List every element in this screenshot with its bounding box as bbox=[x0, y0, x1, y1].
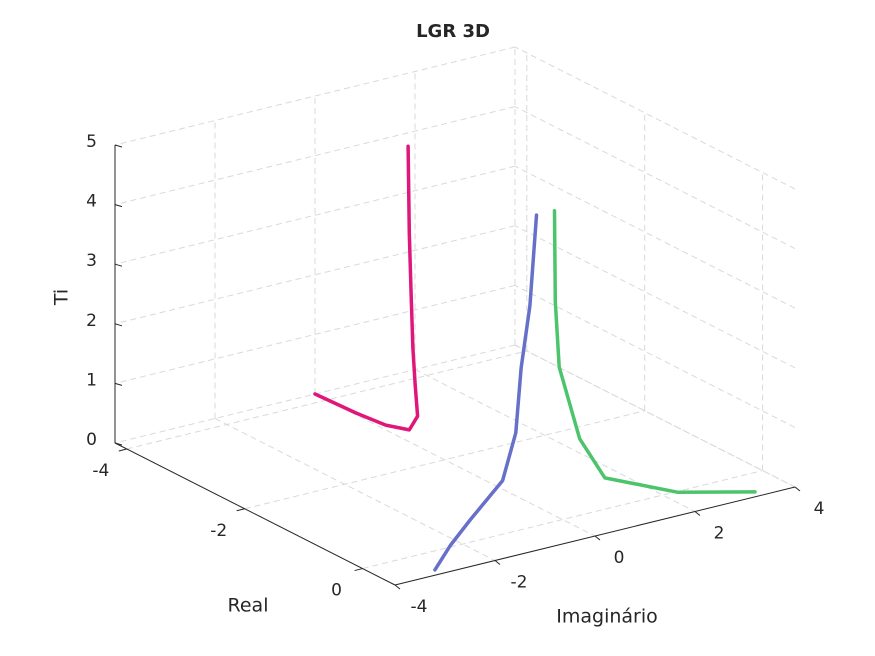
grid-line bbox=[114, 46, 516, 146]
z-tick bbox=[114, 263, 123, 267]
grid-line bbox=[514, 46, 796, 190]
y-tick bbox=[394, 584, 401, 590]
y-tick-label: -2 bbox=[511, 573, 528, 593]
z-tick-label: 3 bbox=[86, 251, 97, 271]
x-tick bbox=[118, 448, 127, 452]
z-tick-label: 2 bbox=[86, 311, 97, 331]
grid-line bbox=[362, 470, 763, 570]
series-line bbox=[552, 208, 757, 494]
x-axis bbox=[114, 442, 396, 586]
z-tick-label: 1 bbox=[86, 370, 97, 390]
grid-line bbox=[414, 369, 696, 512]
y-tick-label: 2 bbox=[714, 524, 725, 544]
grid-line bbox=[114, 165, 516, 265]
z-tick bbox=[114, 144, 123, 148]
grid-line bbox=[314, 393, 596, 537]
grid-line bbox=[114, 225, 516, 325]
z-tick-label: 0 bbox=[86, 430, 97, 450]
grid-line bbox=[514, 284, 796, 428]
x-tick bbox=[354, 568, 363, 572]
grid-line bbox=[214, 418, 496, 561]
y-tick-label: 0 bbox=[614, 548, 625, 568]
z-axis-label: Ti bbox=[51, 289, 73, 306]
y-tick bbox=[594, 535, 601, 541]
x-axis-label: Real bbox=[228, 595, 269, 617]
x-tick-label: -2 bbox=[210, 521, 227, 541]
z-tick bbox=[114, 442, 123, 446]
series-line bbox=[433, 213, 539, 572]
chart-title: LGR 3D bbox=[416, 21, 490, 42]
grid-line bbox=[514, 106, 796, 250]
z-tick-label: 5 bbox=[86, 132, 97, 152]
y-tick bbox=[794, 486, 801, 492]
z-tick bbox=[114, 382, 123, 386]
z-tick bbox=[114, 323, 123, 327]
z-tick bbox=[114, 204, 123, 208]
grid-line bbox=[514, 165, 796, 309]
y-tick-label: -4 bbox=[411, 597, 428, 617]
grid-line bbox=[114, 106, 516, 206]
y-tick bbox=[494, 560, 501, 565]
x-tick bbox=[236, 508, 245, 512]
y-tick bbox=[694, 511, 701, 516]
y-axis-label: Imaginário bbox=[556, 606, 658, 628]
x-tick-label: -4 bbox=[92, 461, 109, 481]
grid-line bbox=[114, 284, 516, 384]
y-tick-label: 4 bbox=[814, 499, 825, 519]
series-line bbox=[313, 144, 420, 432]
grid-line bbox=[514, 225, 796, 369]
x-tick-label: 0 bbox=[331, 581, 342, 601]
grid-line bbox=[514, 344, 796, 488]
z-tick-label: 4 bbox=[86, 192, 97, 212]
grid-line bbox=[514, 344, 796, 488]
